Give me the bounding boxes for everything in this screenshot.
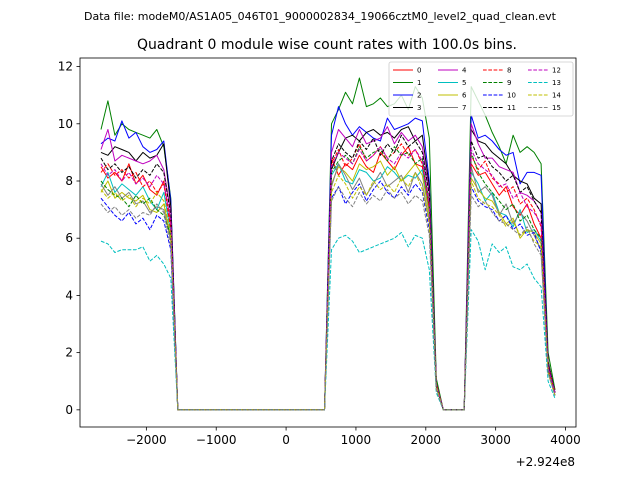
x-tick-label: 2000	[411, 433, 442, 447]
x-tick-label: 4000	[550, 433, 581, 447]
y-tick-label: 10	[58, 117, 73, 131]
series-line-2	[100, 106, 556, 411]
legend-label-5: 5	[462, 79, 466, 87]
y-tick-label: 2	[65, 346, 73, 360]
x-tick-label: −1000	[196, 433, 237, 447]
y-tick-label: 12	[58, 60, 73, 74]
series-line-11	[100, 134, 556, 411]
legend-label-6: 6	[462, 92, 467, 100]
legend-frame	[388, 61, 574, 117]
legend-label-3: 3	[417, 104, 421, 112]
plot-lines	[100, 77, 556, 411]
x-tick-label: 0	[282, 433, 290, 447]
legend-label-13: 13	[552, 79, 561, 87]
legend-label-10: 10	[507, 92, 516, 100]
x-tick-label: 1000	[341, 433, 372, 447]
legend-label-14: 14	[552, 92, 561, 100]
legend-label-0: 0	[417, 67, 421, 75]
legend-label-15: 15	[552, 104, 561, 112]
x-axis: −2000 −1000 0 1000 2000 3000 4000	[126, 427, 581, 447]
series-line-15	[100, 186, 556, 411]
series-line-14	[100, 171, 556, 411]
plot-frame	[79, 57, 577, 428]
x-tick-label: −2000	[126, 433, 167, 447]
y-tick-label: 8	[65, 174, 73, 188]
legend-label-11: 11	[507, 104, 516, 112]
legend-label-1: 1	[417, 79, 421, 87]
y-axis: 0 2 4 6 8 10 12	[58, 60, 80, 417]
legend-label-8: 8	[507, 67, 511, 75]
x-tick-label: 3000	[480, 433, 511, 447]
legend-label-4: 4	[462, 67, 467, 75]
series-line-1	[100, 77, 556, 411]
figure-suptitle: Data file: modeM0/AS1A05_046T01_90000028…	[84, 10, 557, 23]
y-tick-label: 6	[65, 231, 73, 245]
legend-label-12: 12	[552, 67, 561, 75]
legend-label-2: 2	[417, 92, 421, 100]
legend-label-7: 7	[462, 104, 466, 112]
x-offset-label: +2.924e8	[516, 455, 575, 469]
series-line-4	[100, 123, 556, 411]
y-tick-label: 4	[65, 288, 73, 302]
legend-label-9: 9	[507, 79, 511, 87]
y-tick-label: 0	[65, 403, 73, 417]
chart-title: Quadrant 0 module wise count rates with …	[137, 37, 517, 53]
